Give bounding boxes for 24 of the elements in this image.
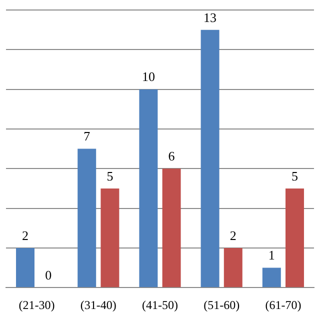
bar — [262, 268, 281, 288]
data-label: 7 — [84, 128, 91, 144]
bar — [100, 188, 120, 288]
x-tick-label: (21-30) — [18, 298, 55, 312]
bar — [78, 148, 96, 288]
bar — [286, 188, 304, 288]
bar — [162, 168, 181, 288]
x-tick-label: (61-70) — [265, 298, 302, 312]
data-label: 5 — [292, 168, 298, 184]
x-tick-label: (41-50) — [142, 298, 178, 312]
data-label: 10 — [142, 69, 155, 84]
bar — [139, 89, 158, 288]
data-label: 2 — [230, 228, 236, 243]
data-label: 5 — [106, 168, 114, 184]
bar — [16, 248, 34, 288]
data-label: 0 — [45, 268, 52, 283]
data-label: 1 — [268, 248, 275, 263]
data-label: 6 — [168, 148, 176, 164]
x-tick-label: (51-60) — [204, 298, 240, 312]
bar — [200, 30, 220, 288]
bar — [224, 248, 242, 288]
data-label: 2 — [22, 228, 28, 243]
data-label: 13 — [204, 10, 217, 25]
x-tick-label: (31-40) — [80, 298, 116, 312]
